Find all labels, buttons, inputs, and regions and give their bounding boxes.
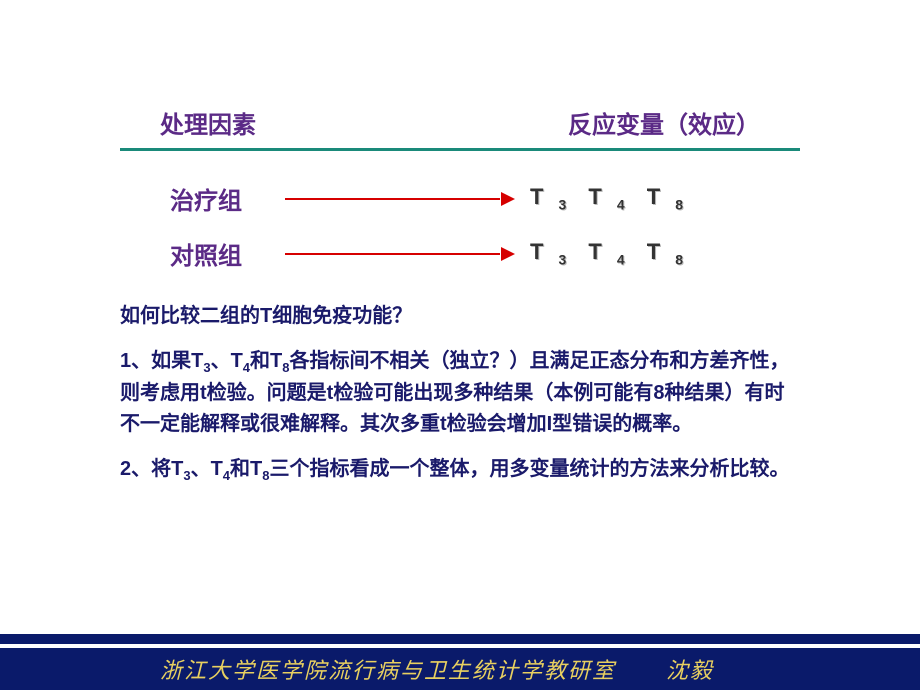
group-label-control: 对照组 [170,236,270,271]
header-left: 处理因素 [160,105,256,140]
group-label-treatment: 治疗组 [170,181,270,216]
footer-main: 浙江大学医学院流行病与卫生统计学教研室 沈毅 [0,648,920,690]
footer-stripe [0,634,920,644]
t-values-control: T3 T4 T8 [530,239,684,267]
diagram-row-control: 对照组 T3 T4 T8 [120,236,800,271]
arrow-icon [285,189,515,209]
question-text: 如何比较二组的T细胞免疫功能？ [120,301,800,332]
header-row: 处理因素 反应变量（效应） [120,105,800,148]
body-text: 如何比较二组的T细胞免疫功能？ 1、如果T3、T4和T8各指标间不相关（独立？）… [120,301,800,486]
diagram-row-treatment: 治疗组 T3 T4 T8 [120,181,800,216]
header-right: 反应变量（效应） [568,105,760,140]
footer: 浙江大学医学院流行病与卫生统计学教研室 沈毅 [0,634,920,690]
footer-author: 沈毅 [666,653,714,685]
divider-line [120,148,800,151]
t-values-treatment: T3 T4 T8 [530,184,684,212]
content-area: 处理因素 反应变量（效应） 治疗组 T3 T4 T8 对照组 T3 T4 T8 [120,105,800,500]
paragraph-1: 1、如果T3、T4和T8各指标间不相关（独立？）且满足正态分布和方差齐性，则考虑… [120,346,800,440]
arrow-icon [285,244,515,264]
footer-dept: 浙江大学医学院流行病与卫生统计学教研室 [160,653,616,685]
paragraph-2: 2、将T3、T4和T8三个指标看成一个整体，用多变量统计的方法来分析比较。 [120,454,800,486]
slide: 处理因素 反应变量（效应） 治疗组 T3 T4 T8 对照组 T3 T4 T8 [0,0,920,690]
